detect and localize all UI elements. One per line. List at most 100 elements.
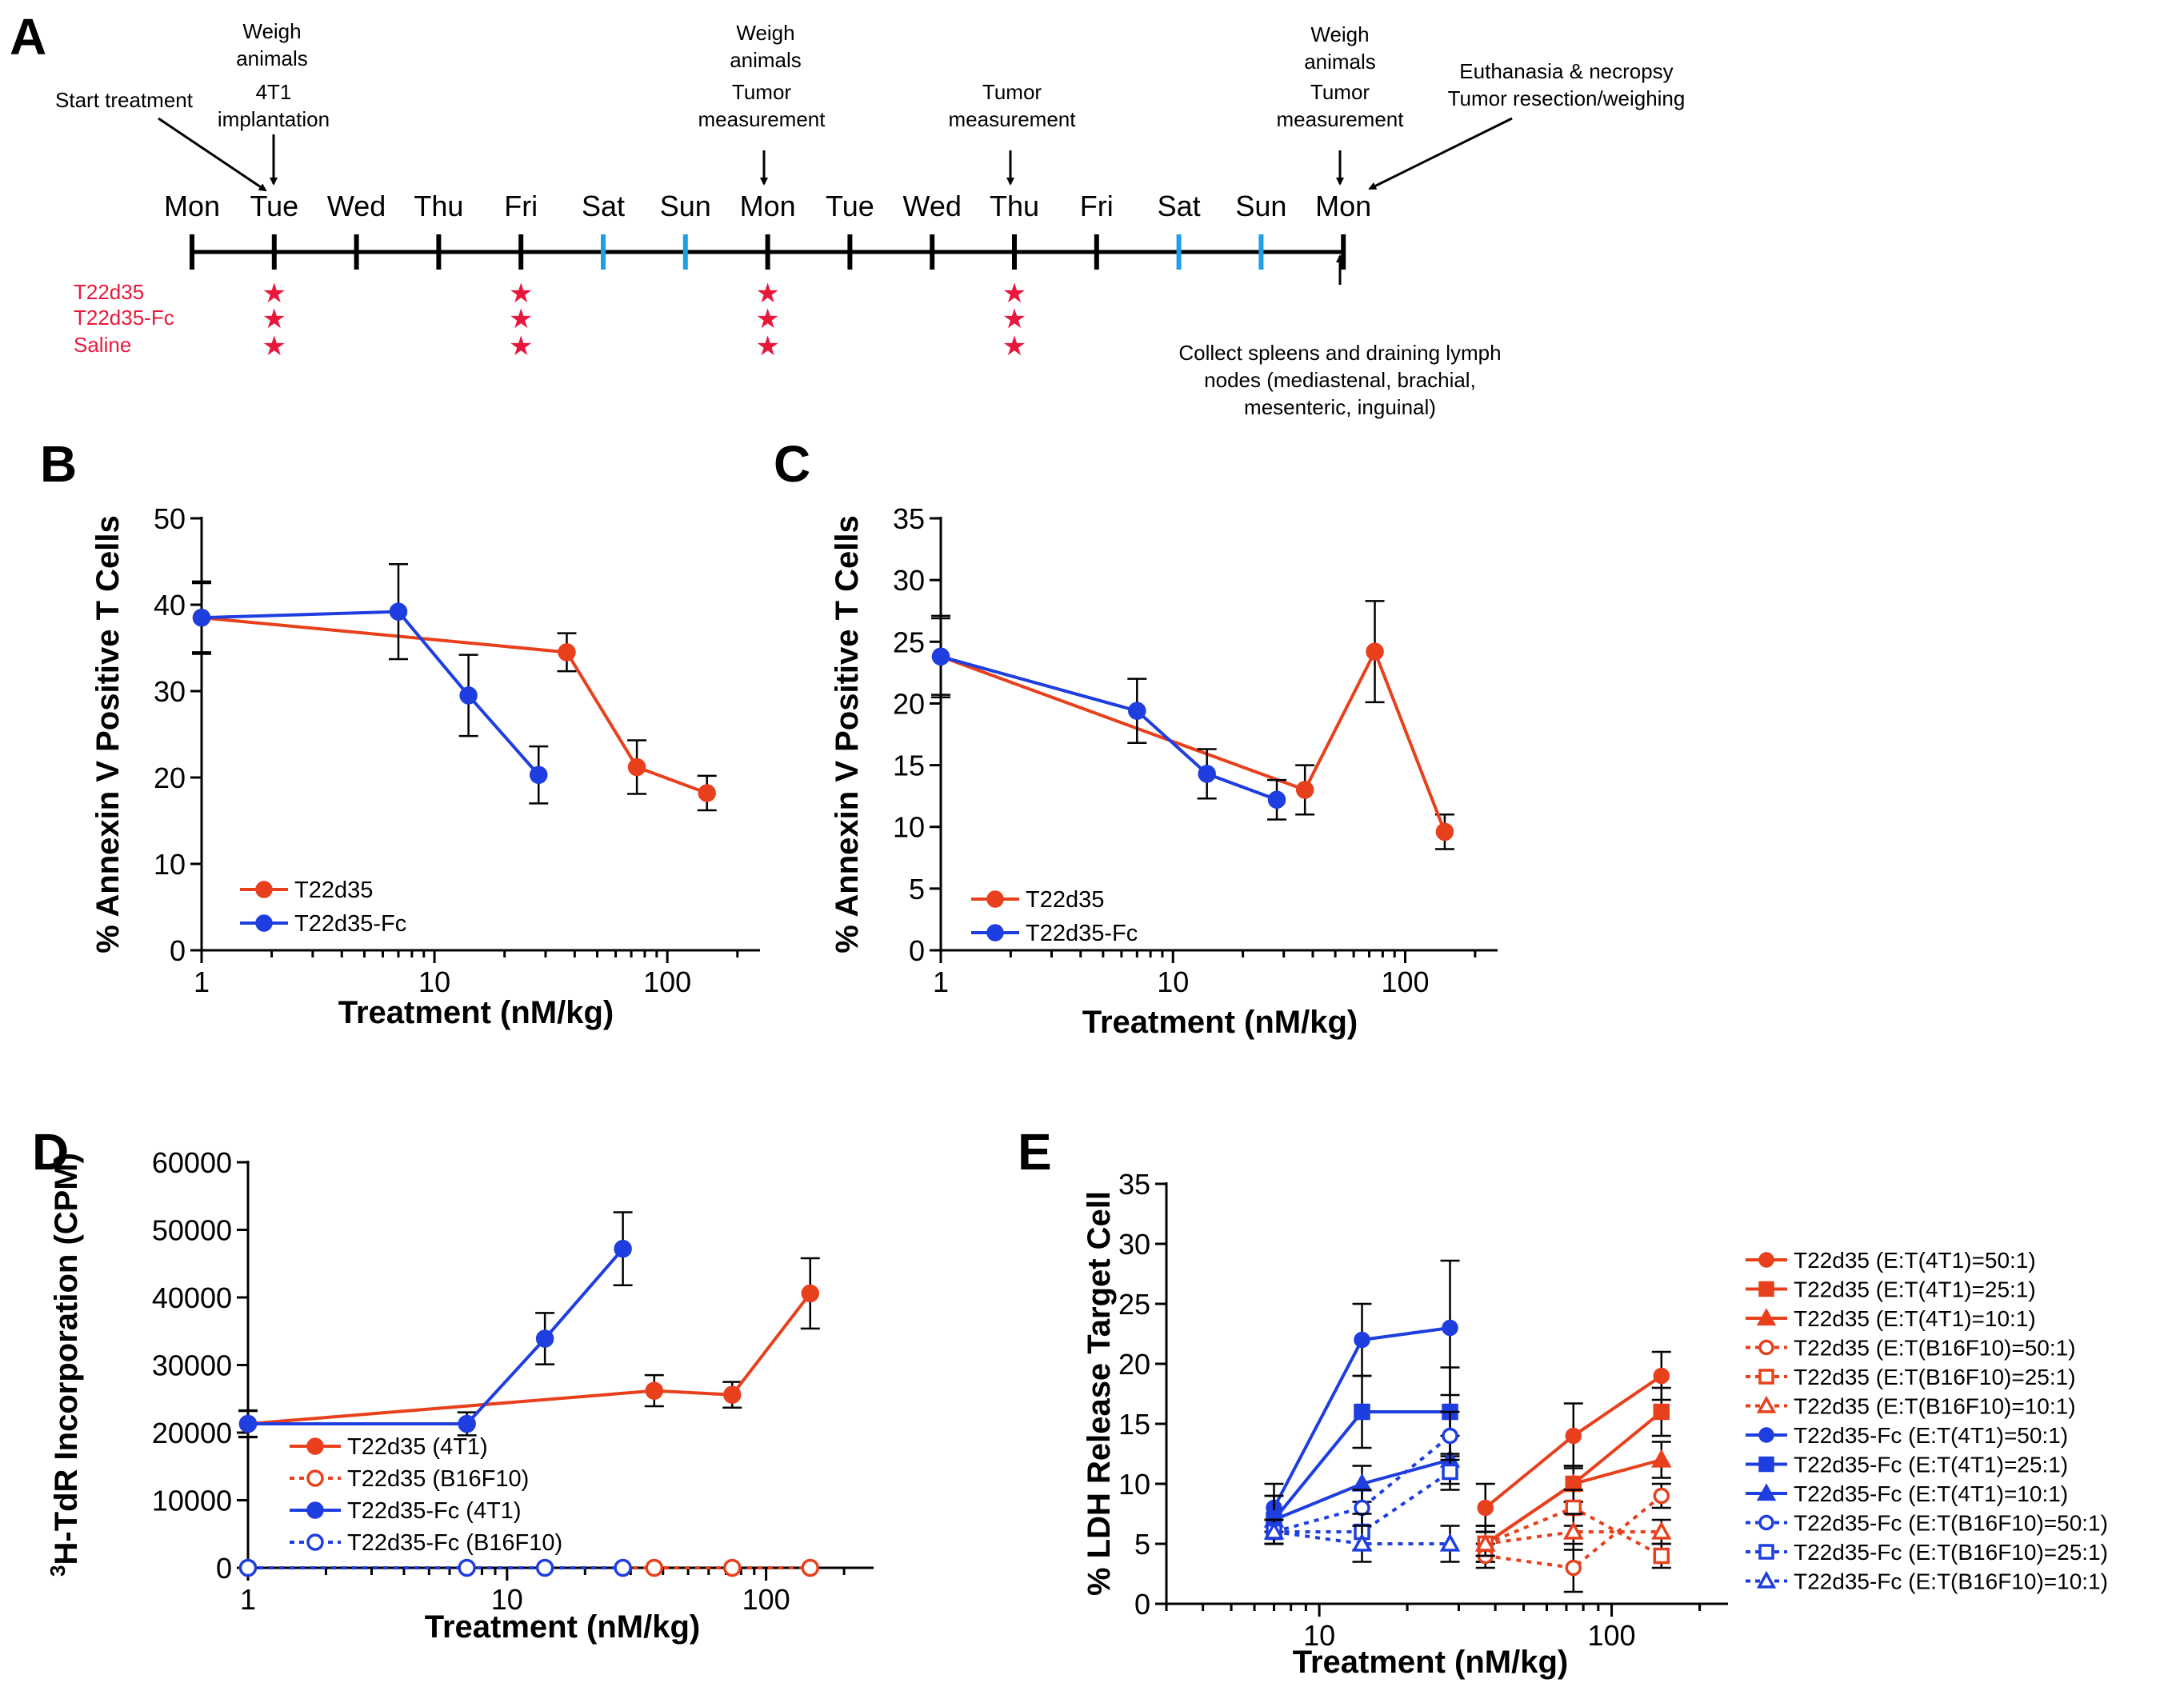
annotation-collect-3: mesenteric, inguinal) [1244, 395, 1436, 419]
annotation-tumor-2a: Tumor [982, 80, 1042, 104]
legend-label: T22d35 (E:T(4T1)=25:1) [1794, 1277, 2036, 1302]
data-point [1653, 1403, 1670, 1421]
timeline-day-label: Sat [582, 190, 625, 222]
data-point [1758, 1514, 1774, 1531]
dose-star-icon: ★ [509, 278, 533, 309]
timeline-day-label: Tue [250, 190, 298, 222]
y-tick-label: 0 [170, 934, 186, 967]
x-tick-label: 100 [1381, 965, 1429, 998]
data-point [306, 1501, 324, 1519]
y-tick-label: 20 [1118, 1348, 1150, 1381]
data-point [1354, 1403, 1370, 1421]
data-point [529, 766, 548, 785]
timeline-day-label: Wed [327, 190, 386, 222]
annotation-tumor-1b: measurement [698, 107, 826, 131]
chart-panel-d: D 0 10000 20000 30000 40000 50000 60000 1 10 100 Tr… [32, 1123, 874, 1645]
data-point [645, 1558, 664, 1577]
timeline-day-label: Mon [740, 190, 796, 222]
y-tick-label: 30000 [152, 1349, 232, 1382]
dose-star-icon: ★ [262, 304, 286, 334]
x-axis-label: Treatment (nM/kg) [1293, 1645, 1568, 1680]
y-tick-label: 40000 [152, 1281, 232, 1314]
timeline-group-label: T22d35-Fc [74, 306, 174, 330]
data-point [1477, 1499, 1494, 1517]
data-point [723, 1385, 742, 1404]
data-point [1366, 642, 1384, 661]
x-tick-label: 10 [1157, 965, 1189, 998]
annotation-weigh-2b: animals [730, 48, 802, 72]
dose-star-icon: ★ [755, 278, 779, 309]
x-tick-label: 1 [240, 1583, 256, 1616]
x-axis-label: Treatment (nM/kg) [425, 1609, 700, 1645]
annotation-tumor-1a: Tumor [732, 80, 791, 104]
legend: T22d35 (E:T(4T1)=50:1) T22d35 (E:T(4T1)=2… [1746, 1248, 2108, 1594]
data-point [558, 643, 576, 662]
y-tick-label: 10 [893, 811, 925, 844]
data-point [1758, 1456, 1774, 1473]
data-point [627, 758, 646, 777]
legend-label: T22d35 (E:T(B16F10)=25:1) [1794, 1365, 2076, 1389]
timeline-day-label: Thu [990, 190, 1039, 222]
data-point [1758, 1544, 1774, 1560]
data-point [1563, 1521, 1584, 1540]
annotation-implant-2: implantation [218, 107, 330, 131]
x-axis-label: Treatment (nM/kg) [338, 995, 614, 1030]
data-point [255, 914, 273, 932]
panel-label-e: E [1018, 1123, 1052, 1181]
y-axis-label: % Annexin V Positive T Cells [90, 515, 126, 953]
data-point [1442, 1463, 1458, 1481]
data-point [1354, 1331, 1370, 1349]
dose-star-icon: ★ [262, 278, 286, 309]
y-tick-label: 25 [1118, 1288, 1150, 1321]
data-point [986, 924, 1004, 941]
legend-label: T22d35 (E:T(B16F10)=10:1) [1794, 1394, 2076, 1419]
legend: T22d35 T22d35-Fc [971, 887, 1138, 946]
series-T22d35 [931, 600, 1454, 850]
chart-panel-c: C 0 5 10 15 20 25 30 35 1 10 100 Treatment (nM/kg) % … [774, 435, 1498, 1040]
series-line [201, 616, 708, 795]
data-point [1198, 765, 1216, 783]
panel-label-d: D [32, 1123, 69, 1181]
dose-star-icon: ★ [1002, 278, 1026, 309]
data-point [1435, 822, 1454, 842]
data-point [614, 1558, 632, 1577]
data-point [535, 1558, 554, 1577]
data-point [698, 784, 716, 802]
y-tick-label: 15 [893, 750, 925, 782]
data-point [1756, 1483, 1777, 1501]
timeline-day-label: Fri [1080, 190, 1114, 222]
data-point [1475, 1533, 1496, 1552]
data-point [1651, 1521, 1672, 1540]
dose-star-icon: ★ [755, 304, 779, 334]
data-point [1756, 1308, 1777, 1326]
x-tick-label: 1 [194, 965, 210, 998]
data-point [535, 1329, 554, 1348]
series-T22d35-Fc (B16F10) [238, 1558, 632, 1577]
data-point [1653, 1367, 1670, 1385]
data-point [1758, 1281, 1774, 1297]
data-point [306, 1437, 324, 1455]
annotation-euthanasia-2: Tumor resection/weighing [1448, 86, 1686, 110]
data-point [1351, 1533, 1373, 1552]
y-tick-label: 5 [1134, 1528, 1150, 1561]
legend-label: T22d35-Fc [1026, 921, 1138, 946]
legend-label: T22d35-Fc (B16F10) [347, 1530, 562, 1556]
y-axis-label: 3H-TdR Incorporation (CPM) [46, 1153, 84, 1577]
y-tick-label: 50000 [152, 1214, 232, 1247]
data-point [1565, 1427, 1582, 1445]
y-tick-label: 30 [154, 675, 186, 708]
data-point [1442, 1427, 1458, 1445]
legend-label: T22d35-Fc [294, 911, 406, 937]
y-tick-label: 0 [1134, 1588, 1150, 1621]
chart-panel-b: B 0 10 20 30 40 50 1 10 100 Treatment (nM/kg) % Ann… [40, 435, 760, 1030]
series-line [940, 647, 1446, 833]
dose-star-icon: ★ [755, 331, 779, 362]
x-tick-label: 10 [1303, 1619, 1335, 1652]
y-tick-label: 5 [909, 873, 925, 905]
legend-label: T22d35-Fc (E:T(B16F10)=25:1) [1794, 1540, 2108, 1565]
series-line [1485, 1530, 1662, 1545]
dose-star-icon: ★ [262, 331, 286, 362]
y-tick-label: 60000 [152, 1146, 232, 1179]
annotation-weigh-1b: animals [236, 46, 308, 70]
